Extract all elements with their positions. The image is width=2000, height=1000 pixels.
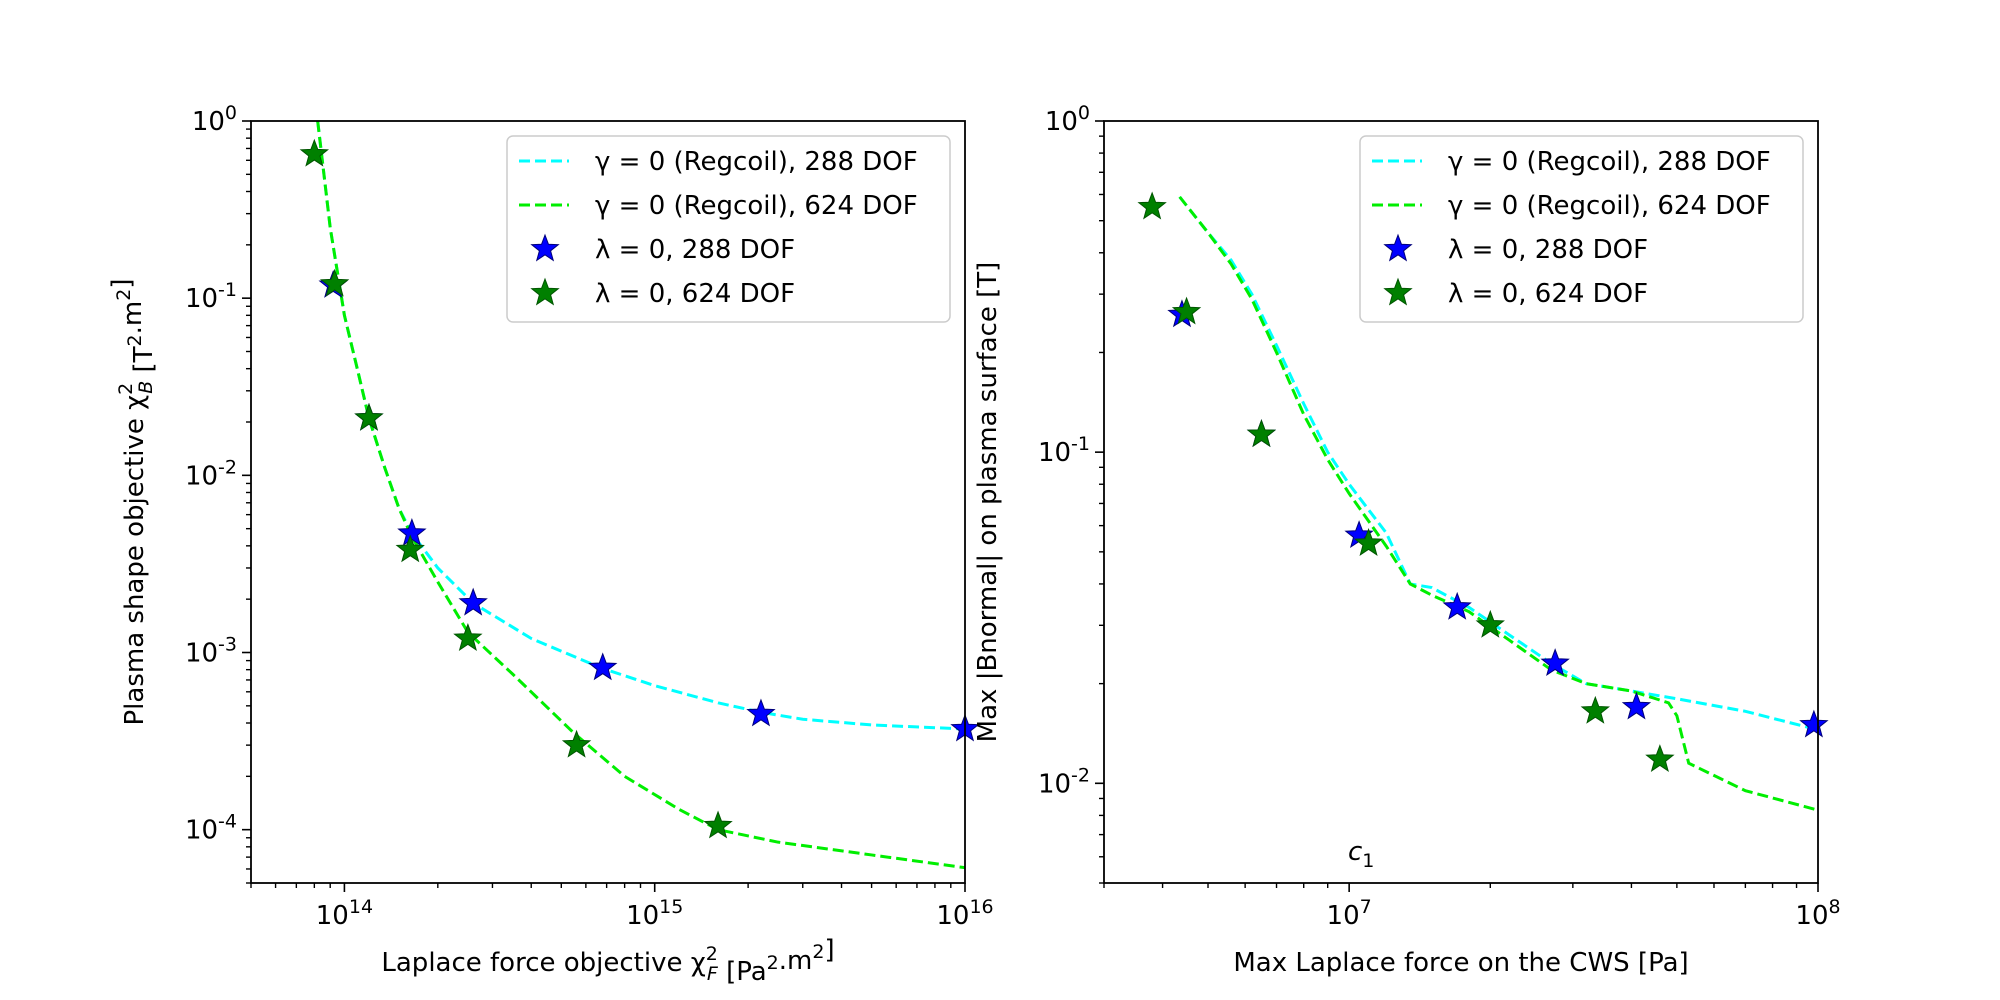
series-3-point <box>1353 528 1384 556</box>
x-tick-label: 108 <box>1795 896 1840 931</box>
series-2-point <box>1540 648 1570 677</box>
y-tick-label: 100 <box>192 102 237 137</box>
legend: γ = 0 (Regcoil), 288 DOF γ = 0 (Regcoil),… <box>506 135 951 323</box>
axes-frame <box>1103 120 1819 884</box>
legend-entry-label: λ = 0, 288 DOF <box>595 235 795 265</box>
series-3-point <box>395 534 425 563</box>
series-3-point <box>319 268 350 297</box>
legend-entry-label: γ = 0 (Regcoil), 288 DOF <box>595 147 918 177</box>
series-3-point <box>453 623 483 651</box>
legend-box <box>506 135 951 323</box>
series-2-point <box>1799 709 1829 738</box>
legend: γ = 0 (Regcoil), 288 DOF γ = 0 (Regcoil),… <box>1359 135 1804 323</box>
axes-frame <box>250 120 966 884</box>
legend-entry-label: λ = 0, 624 DOF <box>595 279 795 309</box>
legend-entry-label: λ = 0, 624 DOF <box>1448 279 1648 309</box>
series-3-point <box>1645 744 1675 772</box>
series-3-point <box>1475 609 1505 638</box>
series-line-1 <box>316 121 965 870</box>
legend-star-swatch <box>530 277 560 306</box>
legend-star-swatch <box>1383 233 1413 262</box>
series-2-point <box>1442 591 1472 620</box>
legend-entry-label: λ = 0, 288 DOF <box>1448 235 1648 265</box>
legend-box <box>1359 135 1804 323</box>
series-3-point <box>354 402 384 431</box>
series-2-point <box>1621 691 1652 720</box>
series-3-point <box>1137 191 1167 220</box>
series-line-1 <box>1178 195 1818 812</box>
series-3-point <box>299 138 330 167</box>
series-2-point <box>746 698 776 727</box>
legend-star-swatch <box>1383 277 1413 306</box>
series-3-point <box>1246 419 1277 448</box>
legend-entry-label: γ = 0 (Regcoil), 624 DOF <box>1448 191 1771 221</box>
legend-entry-label: γ = 0 (Regcoil), 624 DOF <box>595 191 918 221</box>
series-3-point <box>1580 695 1610 724</box>
series-3-point <box>703 810 733 839</box>
legend-star-swatch <box>530 233 560 262</box>
series-3-point <box>561 729 592 758</box>
series-2-point <box>588 652 618 681</box>
legend-entry-label: γ = 0 (Regcoil), 288 DOF <box>1448 147 1771 177</box>
x-axis-label: Max Laplace force on the CWS [Pa] <box>1233 948 1688 978</box>
y-axis-label: Max |Bnormal| on plasma surface [T] <box>973 262 1003 743</box>
series-3-point <box>1171 296 1202 325</box>
series-2-point <box>458 587 488 616</box>
